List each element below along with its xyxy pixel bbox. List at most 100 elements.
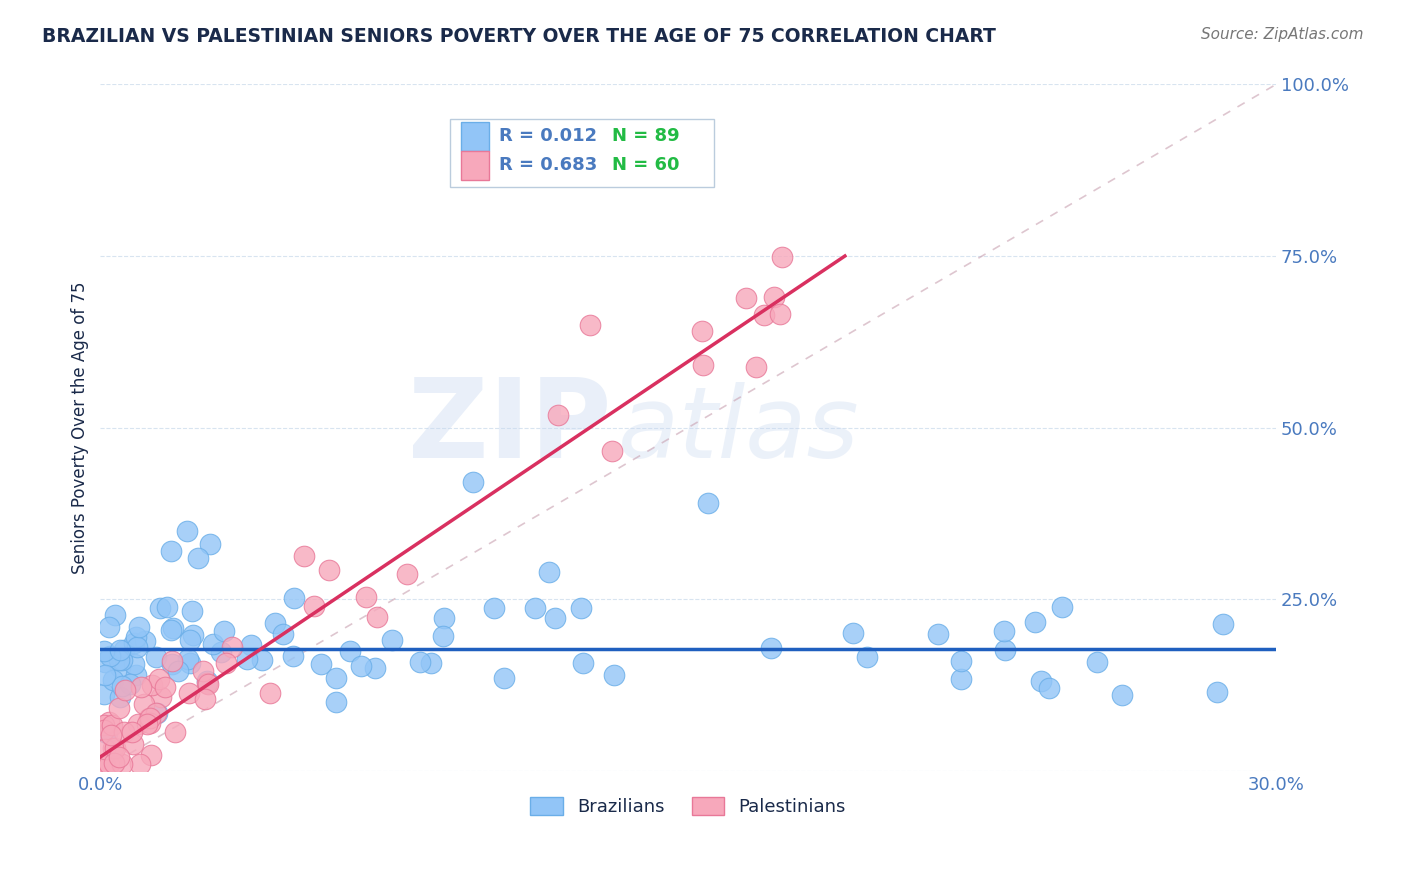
Point bbox=[1212, 616, 1234, 631]
Point bbox=[181, 604, 204, 618]
Point bbox=[356, 590, 378, 604]
Point bbox=[134, 697, 156, 711]
Point bbox=[302, 599, 325, 614]
Point bbox=[125, 630, 148, 644]
Point bbox=[994, 643, 1017, 657]
FancyBboxPatch shape bbox=[450, 119, 714, 187]
Point bbox=[160, 623, 183, 637]
Point bbox=[1085, 655, 1108, 669]
Point bbox=[101, 673, 124, 687]
Point bbox=[221, 640, 243, 654]
Point bbox=[145, 650, 167, 665]
Point bbox=[409, 655, 432, 669]
Point bbox=[111, 679, 134, 693]
Text: R = 0.683: R = 0.683 bbox=[499, 156, 598, 174]
Point bbox=[138, 711, 160, 725]
Point bbox=[350, 658, 373, 673]
Point bbox=[111, 653, 134, 667]
Point bbox=[187, 551, 209, 566]
Point bbox=[112, 643, 135, 657]
Point bbox=[139, 747, 162, 762]
Point bbox=[162, 657, 184, 671]
Point bbox=[215, 656, 238, 670]
Point bbox=[461, 475, 484, 490]
Point bbox=[93, 723, 115, 737]
Point bbox=[179, 656, 201, 670]
Point bbox=[1024, 615, 1046, 629]
Point bbox=[283, 648, 305, 663]
Point bbox=[110, 643, 132, 657]
Point bbox=[283, 591, 305, 605]
Point bbox=[572, 656, 595, 670]
Point bbox=[202, 637, 225, 651]
Point bbox=[993, 624, 1015, 639]
FancyBboxPatch shape bbox=[461, 122, 489, 151]
Point bbox=[579, 318, 602, 332]
Point bbox=[177, 651, 200, 665]
Point bbox=[432, 629, 454, 643]
Point bbox=[139, 716, 162, 731]
Point bbox=[128, 620, 150, 634]
Point bbox=[1029, 674, 1052, 689]
Point bbox=[209, 645, 232, 659]
Point bbox=[108, 701, 131, 715]
Point bbox=[419, 656, 441, 670]
Point bbox=[754, 308, 776, 322]
Point bbox=[366, 610, 388, 624]
Point bbox=[96, 725, 118, 739]
Point bbox=[769, 307, 792, 321]
Point bbox=[156, 600, 179, 615]
Point bbox=[94, 756, 117, 771]
Point bbox=[94, 667, 117, 681]
Point bbox=[1052, 600, 1074, 615]
Point bbox=[235, 651, 257, 665]
Point bbox=[198, 537, 221, 551]
Point bbox=[195, 676, 218, 690]
Text: atlas: atlas bbox=[617, 383, 859, 480]
Point bbox=[759, 641, 782, 656]
Point bbox=[118, 677, 141, 691]
Point bbox=[240, 638, 263, 652]
Point bbox=[179, 633, 201, 648]
Point bbox=[94, 655, 117, 669]
Point bbox=[325, 671, 347, 685]
Point bbox=[104, 741, 127, 756]
Point bbox=[121, 725, 143, 739]
Legend: Brazilians, Palestinians: Brazilians, Palestinians bbox=[523, 789, 853, 823]
Point bbox=[153, 680, 176, 694]
Point bbox=[122, 635, 145, 649]
Point bbox=[523, 601, 546, 615]
Point bbox=[692, 358, 714, 372]
Point bbox=[1111, 688, 1133, 702]
Point bbox=[381, 632, 404, 647]
Point bbox=[179, 686, 201, 700]
Point bbox=[160, 654, 183, 668]
Point bbox=[744, 359, 766, 374]
Point bbox=[125, 640, 148, 655]
Point bbox=[603, 668, 626, 682]
Point bbox=[146, 706, 169, 720]
Y-axis label: Seniors Poverty Over the Age of 75: Seniors Poverty Over the Age of 75 bbox=[72, 281, 89, 574]
FancyBboxPatch shape bbox=[461, 151, 489, 180]
Point bbox=[98, 620, 121, 634]
Point bbox=[97, 756, 120, 771]
Point bbox=[432, 611, 454, 625]
Point bbox=[107, 652, 129, 666]
Point bbox=[111, 756, 134, 771]
Point bbox=[141, 678, 163, 692]
Point bbox=[197, 677, 219, 691]
Point bbox=[194, 691, 217, 706]
Point bbox=[167, 664, 190, 678]
Point bbox=[1206, 685, 1229, 699]
Point bbox=[252, 652, 274, 666]
Point bbox=[93, 687, 115, 701]
Point bbox=[103, 756, 125, 770]
Point bbox=[212, 624, 235, 638]
Point bbox=[195, 674, 218, 689]
Point bbox=[339, 644, 361, 658]
Point bbox=[93, 756, 115, 771]
Point bbox=[114, 682, 136, 697]
Point bbox=[292, 549, 315, 563]
Point bbox=[690, 324, 713, 338]
Point bbox=[259, 686, 281, 700]
